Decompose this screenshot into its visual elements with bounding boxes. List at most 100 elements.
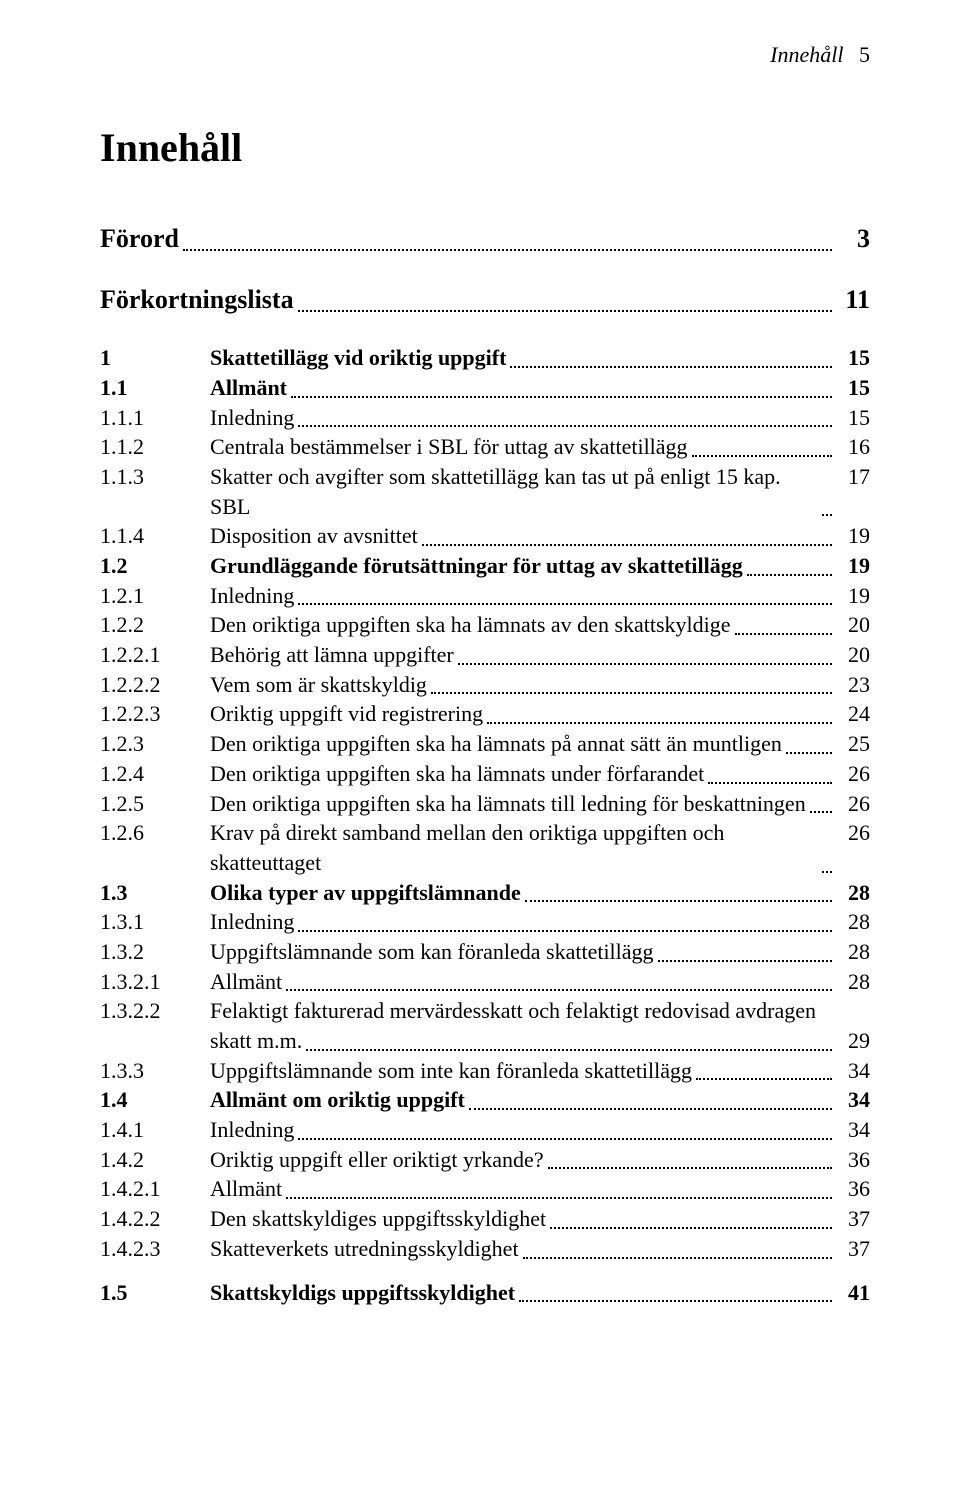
toc-front-row: Förord 3 bbox=[100, 221, 870, 256]
toc-leader bbox=[298, 1120, 832, 1140]
toc-title: Skatter och avgifter som skattetillägg k… bbox=[210, 462, 818, 521]
toc-leader bbox=[822, 497, 832, 517]
toc-leader bbox=[696, 1061, 832, 1081]
toc-page: 41 bbox=[836, 1278, 870, 1308]
page-title: Innehåll bbox=[100, 124, 870, 171]
toc-row: 1.4Allmänt om oriktig uppgift34 bbox=[100, 1085, 870, 1115]
toc-row: 1.3.2Uppgiftslämnande som kan föranleda … bbox=[100, 937, 870, 967]
toc-number: 1.3 bbox=[100, 878, 210, 908]
toc-page: 34 bbox=[836, 1085, 870, 1115]
toc-row: 1.2.2.3Oriktig uppgift vid registrering2… bbox=[100, 699, 870, 729]
toc-number: 1.4.2 bbox=[100, 1145, 210, 1175]
toc-number: 1.2 bbox=[100, 551, 210, 581]
toc-row: 1.1.2Centrala bestämmelser i SBL för utt… bbox=[100, 432, 870, 462]
toc-leader bbox=[298, 289, 832, 312]
toc-number: 1.4.2.3 bbox=[100, 1234, 210, 1264]
toc-row: 1.1Allmänt15 bbox=[100, 373, 870, 403]
toc-number: 1.2.4 bbox=[100, 759, 210, 789]
toc-title: Uppgiftslämnande som inte kan föranleda … bbox=[210, 1056, 692, 1086]
toc-row: 1.4.2Oriktig uppgift eller oriktigt yrka… bbox=[100, 1145, 870, 1175]
toc-title-col: Den oriktiga uppgiften ska ha lämnats på… bbox=[210, 729, 870, 759]
toc-title: Inledning bbox=[210, 581, 294, 611]
toc-page: 26 bbox=[836, 759, 870, 789]
toc-number: 1.4.1 bbox=[100, 1115, 210, 1145]
toc-row: 1.2.5Den oriktiga uppgiften ska ha lämna… bbox=[100, 789, 870, 819]
toc-page: 28 bbox=[836, 907, 870, 937]
toc-leader bbox=[692, 437, 832, 457]
toc-page: 26 bbox=[836, 789, 870, 819]
toc-title: Krav på direkt samband mellan den orikti… bbox=[210, 818, 818, 877]
toc-page: 34 bbox=[836, 1115, 870, 1145]
toc-front-row: Förkortningslista 11 bbox=[100, 282, 870, 317]
toc-title-line2: skatt m.m.29 bbox=[210, 1026, 870, 1056]
toc-page: 36 bbox=[836, 1174, 870, 1204]
toc-title: Allmänt bbox=[210, 373, 287, 403]
running-header-label: Innehåll bbox=[770, 42, 843, 67]
toc-title: Centrala bestämmelser i SBL för uttag av… bbox=[210, 432, 688, 462]
toc-number: 1.3.2.1 bbox=[100, 967, 210, 997]
toc-page: 19 bbox=[836, 551, 870, 581]
toc-title: Förord bbox=[100, 221, 179, 256]
toc-title-col: Centrala bestämmelser i SBL för uttag av… bbox=[210, 432, 870, 462]
toc-page: 19 bbox=[836, 521, 870, 551]
toc-title: Den skattskyldiges uppgiftsskyldighet bbox=[210, 1204, 546, 1234]
toc-leader bbox=[286, 1180, 832, 1200]
toc-row: 1.2.2.1Behörig att lämna uppgifter20 bbox=[100, 640, 870, 670]
toc-row: 1.1.4Disposition av avsnittet19 bbox=[100, 521, 870, 551]
toc-title-col: Skattetillägg vid oriktig uppgift15 bbox=[210, 343, 870, 373]
toc-leader bbox=[291, 378, 832, 398]
toc-leader bbox=[786, 734, 832, 754]
toc-page: 28 bbox=[836, 937, 870, 967]
toc-page: 23 bbox=[836, 670, 870, 700]
toc-title-col: Inledning 19 bbox=[210, 581, 870, 611]
toc-number: 1.2.1 bbox=[100, 581, 210, 611]
toc-leader bbox=[298, 586, 832, 606]
toc-title-col: Den oriktiga uppgiften ska ha lämnats un… bbox=[210, 759, 870, 789]
toc-title-col: Inledning 34 bbox=[210, 1115, 870, 1145]
toc-page: 15 bbox=[836, 343, 870, 373]
toc-row: 1.3.1Inledning28 bbox=[100, 907, 870, 937]
toc-number: 1.4.2.1 bbox=[100, 1174, 210, 1204]
toc-title-col: Inledning28 bbox=[210, 907, 870, 937]
toc-page: 19 bbox=[836, 581, 870, 611]
toc-row: 1.1.1Inledning15 bbox=[100, 403, 870, 433]
toc-title: skatt m.m. bbox=[210, 1026, 302, 1056]
toc-title-col: Den oriktiga uppgiften ska ha lämnats ti… bbox=[210, 789, 870, 819]
toc-title: Olika typer av uppgiftslämnande bbox=[210, 878, 521, 908]
running-header: Innehåll 5 bbox=[770, 42, 870, 68]
toc-number: 1.3.1 bbox=[100, 907, 210, 937]
toc-row: 1.3.2.2Felaktigt fakturerad mervärdesska… bbox=[100, 996, 870, 1055]
toc-title: Oriktig uppgift vid registrering bbox=[210, 699, 483, 729]
toc-leader bbox=[822, 853, 832, 873]
toc-title: Den oriktiga uppgiften ska ha lämnats un… bbox=[210, 759, 704, 789]
toc-page: 37 bbox=[836, 1234, 870, 1264]
toc-leader bbox=[422, 526, 832, 546]
toc-title-col: Oriktig uppgift vid registrering24 bbox=[210, 699, 870, 729]
toc-title: Disposition av avsnittet bbox=[210, 521, 418, 551]
toc-title-col: Den skattskyldiges uppgiftsskyldighet 37 bbox=[210, 1204, 870, 1234]
toc-number: 1.1 bbox=[100, 373, 210, 403]
toc-page: 34 bbox=[836, 1056, 870, 1086]
toc-row: 1.2.2Den oriktiga uppgiften ska ha lämna… bbox=[100, 610, 870, 640]
toc-row: 1.4.1Inledning 34 bbox=[100, 1115, 870, 1145]
toc-title: Den oriktiga uppgiften ska ha lämnats av… bbox=[210, 610, 731, 640]
toc-page: 26 bbox=[836, 818, 870, 848]
toc-row: 1.3.2.1Allmänt28 bbox=[100, 967, 870, 997]
toc-leader bbox=[519, 1283, 832, 1303]
toc-leader bbox=[708, 764, 832, 784]
toc-number: 1.2.3 bbox=[100, 729, 210, 759]
toc-leader bbox=[510, 348, 832, 368]
toc-page: 37 bbox=[836, 1204, 870, 1234]
toc-title: Den oriktiga uppgiften ska ha lämnats på… bbox=[210, 729, 782, 759]
toc-leader bbox=[735, 615, 832, 635]
toc-number: 1.4.2.2 bbox=[100, 1204, 210, 1234]
toc-title-col: Uppgiftslämnande som kan föranleda skatt… bbox=[210, 937, 870, 967]
toc-page: 15 bbox=[836, 403, 870, 433]
toc-leader bbox=[469, 1090, 832, 1110]
toc-title: Inledning bbox=[210, 1115, 294, 1145]
toc-title: Allmänt om oriktig uppgift bbox=[210, 1085, 465, 1115]
toc-page: 11 bbox=[836, 282, 870, 317]
toc-title: Den oriktiga uppgiften ska ha lämnats ti… bbox=[210, 789, 806, 819]
toc-page: 28 bbox=[836, 967, 870, 997]
toc-row: 1.4.2.1Allmänt36 bbox=[100, 1174, 870, 1204]
